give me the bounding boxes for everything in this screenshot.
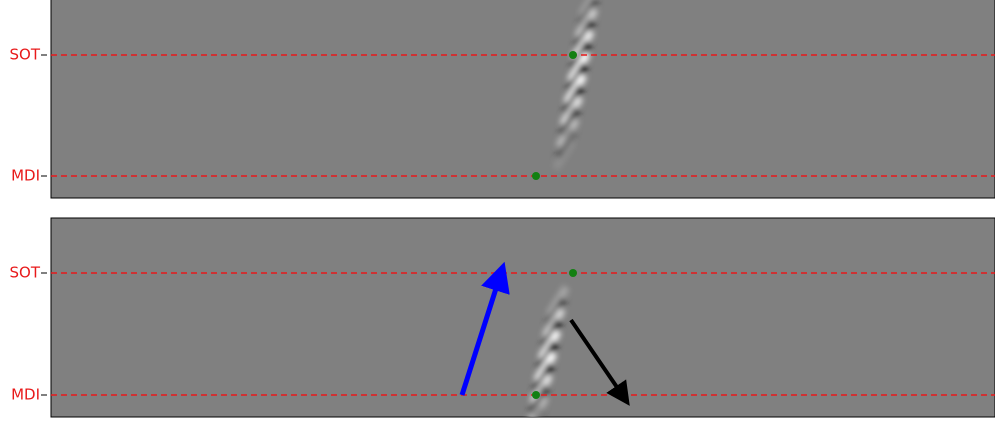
stripe [533, 351, 558, 383]
arrow [459, 261, 510, 396]
stripe [523, 406, 547, 417]
dot [532, 172, 540, 180]
wave-top [552, 0, 603, 171]
stripe [563, 73, 588, 105]
stripe [543, 296, 568, 328]
dot [569, 269, 577, 277]
stripe [531, 362, 556, 394]
dot [532, 391, 540, 399]
stripe [553, 128, 578, 160]
stripe [552, 139, 576, 171]
stripe [576, 0, 601, 28]
stripe [525, 395, 549, 417]
stripe [559, 95, 584, 127]
arrow [569, 318, 630, 406]
stripe [555, 117, 580, 149]
stripe [567, 51, 591, 83]
label: SOT [10, 264, 41, 282]
stripe [578, 0, 603, 17]
stripe [539, 318, 564, 350]
stripe [570, 29, 595, 61]
panel-bottom [50, 217, 995, 418]
label: SOT [10, 46, 41, 64]
stripe [527, 384, 551, 416]
stripe [568, 40, 593, 72]
stripe [561, 84, 586, 116]
label: MDI [11, 167, 40, 185]
label: MDI [11, 386, 40, 404]
dot [569, 51, 577, 59]
stripe [574, 7, 599, 39]
stripe [537, 329, 562, 361]
stripe [535, 340, 560, 372]
stripe [572, 18, 597, 50]
wave-bottom [523, 285, 570, 417]
stripe [565, 62, 589, 94]
stripe [546, 285, 570, 317]
panel-top [50, 0, 995, 199]
stripe [541, 307, 566, 339]
stripe [557, 106, 582, 138]
